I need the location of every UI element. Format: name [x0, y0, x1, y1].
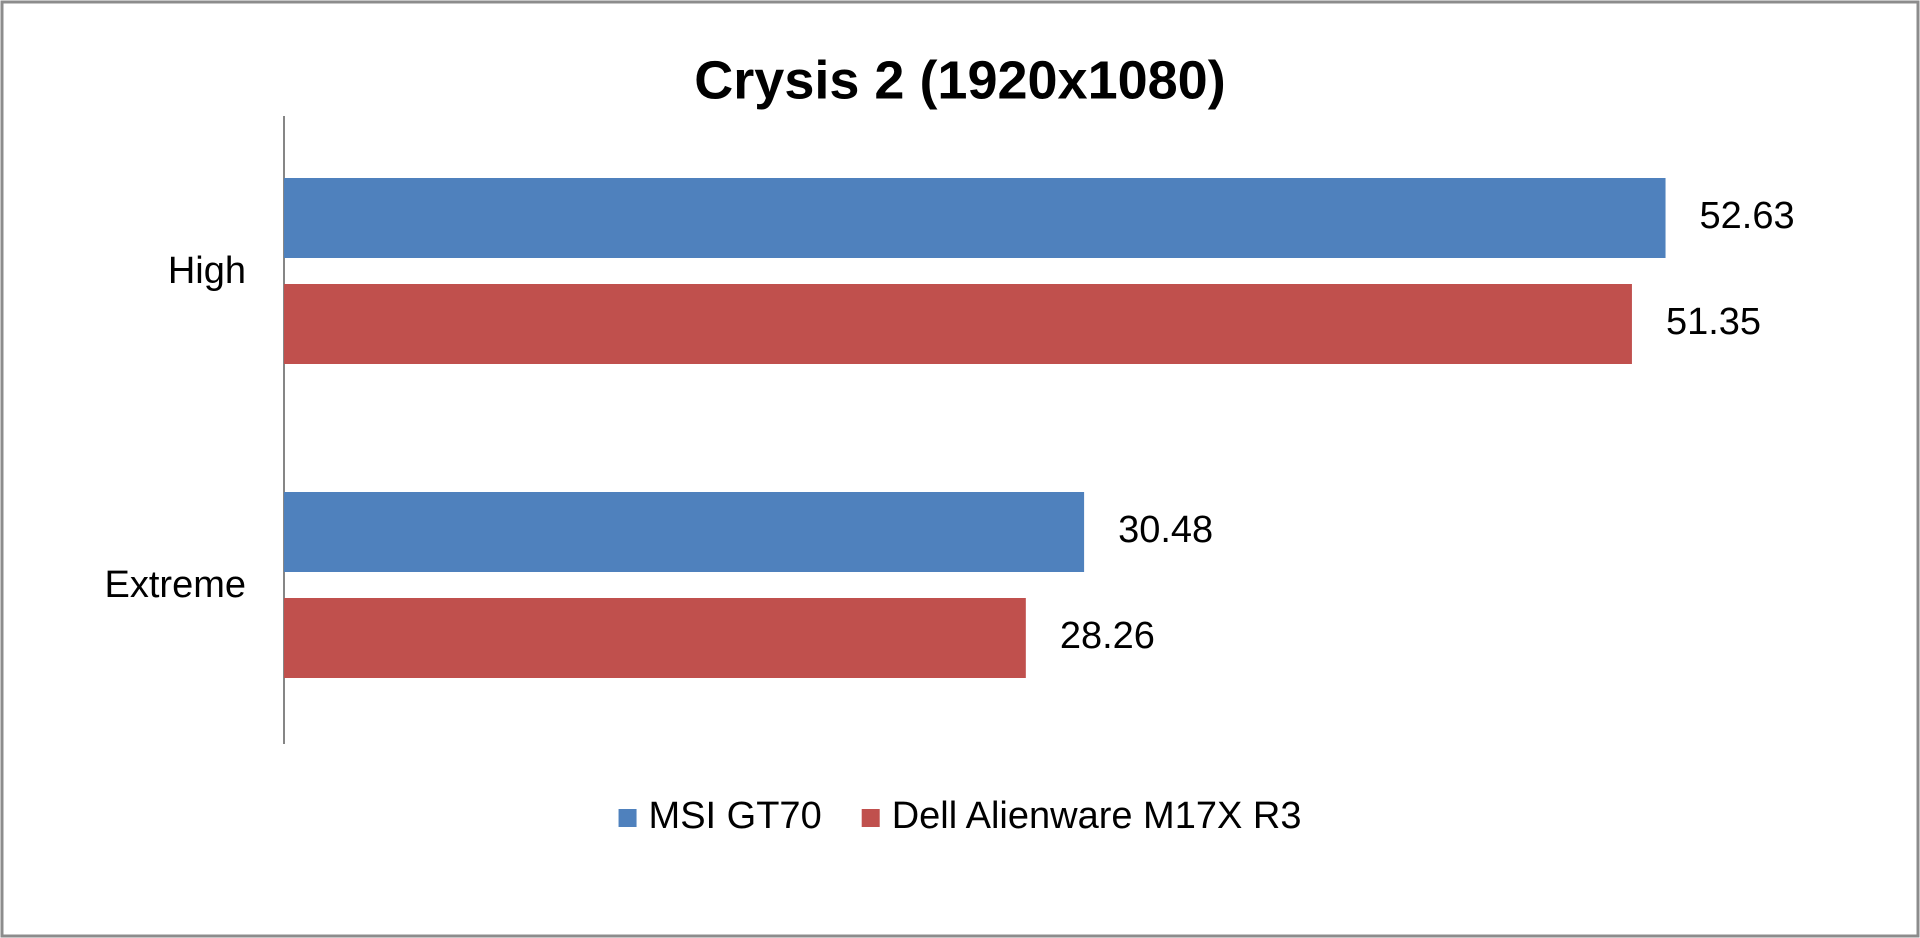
category-label: Extreme	[105, 564, 246, 606]
value-label: 51.35	[1666, 301, 1761, 343]
bar	[284, 284, 1632, 364]
bar	[284, 492, 1085, 572]
legend-label: MSI GT70	[649, 795, 822, 837]
bar	[284, 178, 1666, 258]
legend-label: Dell Alienware M17X R3	[892, 795, 1302, 837]
legend-swatch	[861, 809, 880, 827]
value-label: 28.26	[1060, 615, 1155, 657]
value-label: 30.48	[1118, 509, 1213, 551]
category-label: High	[168, 250, 246, 292]
chart-title: Crysis 2 (1920x1080)	[694, 50, 1225, 110]
legend-swatch	[618, 809, 637, 827]
bar	[284, 598, 1026, 678]
value-label: 52.63	[1700, 195, 1795, 237]
